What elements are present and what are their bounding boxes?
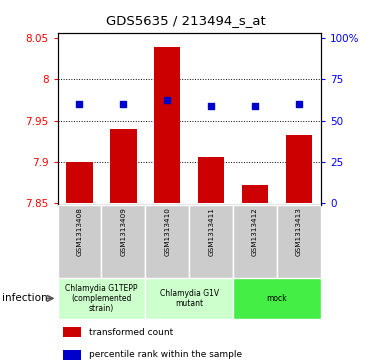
Text: GSM1313410: GSM1313410 (164, 207, 170, 256)
Point (76, 101, 82, 107)
Text: GSM1313408: GSM1313408 (76, 207, 82, 256)
Text: Chlamydia G1V
mutant: Chlamydia G1V mutant (160, 289, 219, 308)
Bar (277, 205, 321, 278)
Point (208, 103, 214, 109)
Bar (198, 158, 224, 203)
Bar (233, 205, 277, 278)
Bar (189, 205, 233, 278)
Text: GSM1313412: GSM1313412 (252, 207, 258, 256)
Bar (242, 184, 268, 203)
Bar (154, 46, 180, 203)
Text: percentile rank within the sample: percentile rank within the sample (89, 350, 242, 359)
Text: GSM1313413: GSM1313413 (296, 207, 302, 256)
Bar (110, 129, 137, 203)
Text: GDS5635 / 213494_s_at: GDS5635 / 213494_s_at (106, 14, 265, 27)
Point (296, 101, 302, 107)
Bar (145, 278, 233, 319)
Point (164, 97, 170, 103)
Text: infection: infection (2, 293, 47, 303)
Bar (286, 135, 312, 203)
Bar (63, 350, 81, 359)
Point (121, 101, 127, 107)
Bar (101, 205, 145, 278)
Text: GSM1313409: GSM1313409 (120, 207, 127, 256)
Bar (58, 278, 145, 319)
Bar (58, 205, 101, 278)
Text: transformed count: transformed count (89, 327, 173, 337)
Point (252, 103, 258, 109)
Bar (66, 162, 93, 203)
Text: Chlamydia G1TEPP
(complemented
strain): Chlamydia G1TEPP (complemented strain) (65, 284, 138, 314)
Bar (145, 205, 189, 278)
Text: GSM1313411: GSM1313411 (208, 207, 214, 256)
Bar (233, 278, 321, 319)
Text: mock: mock (267, 294, 287, 303)
Bar (63, 327, 81, 337)
